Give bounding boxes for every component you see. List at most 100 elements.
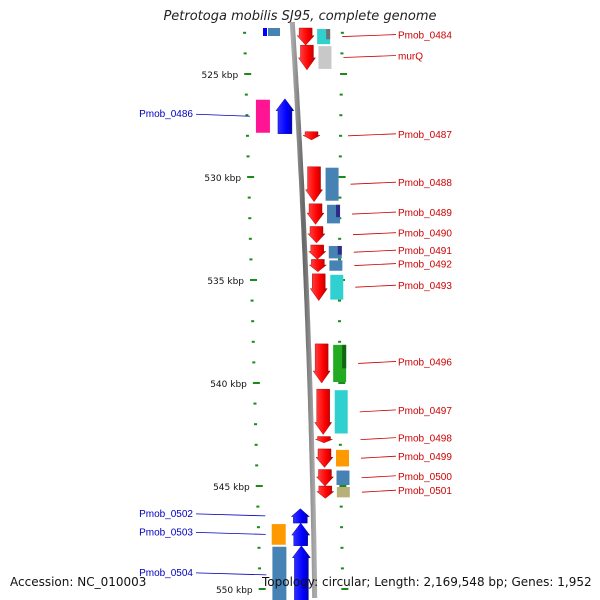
feature-block: [342, 344, 347, 369]
minor-tick: [245, 114, 249, 117]
label-layer: Pmob_0484 murQ Pmob_0487 Pmob_0488 Pmob_0489…: [139, 31, 452, 579]
gene-label-right: Pmob_0488: [398, 178, 452, 189]
feature-block: [337, 245, 342, 255]
leader-line: [195, 113, 250, 117]
minor-tick: [256, 526, 260, 529]
feature-block: [326, 29, 331, 40]
tick-layer: 525 kbp 530 kbp 535 kbp 540 kbp 545 kbp 550 k…: [202, 31, 349, 596]
leader-line: [342, 34, 397, 37]
gene-label-right: murQ: [398, 52, 423, 63]
feature-block: [268, 28, 280, 36]
minor-tick: [257, 546, 261, 549]
minor-tick: [243, 52, 247, 55]
major-tick: [341, 588, 349, 590]
minor-tick: [338, 237, 342, 240]
minor-tick: [340, 546, 344, 549]
minor-tick: [258, 567, 262, 570]
minor-tick: [339, 134, 343, 137]
minor-tick: [339, 93, 343, 96]
tick-label: 525 kbp: [202, 71, 239, 81]
minor-tick: [255, 464, 259, 467]
major-tick: [247, 176, 255, 178]
minor-tick: [247, 196, 251, 199]
gene-arrow: [308, 244, 327, 260]
gene-label-right: Pmob_0492: [398, 260, 452, 271]
leader-line: [360, 455, 397, 459]
gene-arrow: [305, 166, 323, 203]
gene-label-right: Pmob_0498: [398, 434, 452, 445]
leader-line: [195, 572, 267, 576]
tick-label: 545 kbp: [213, 483, 250, 493]
leader-line: [348, 133, 397, 137]
minor-tick: [338, 258, 342, 261]
major-tick: [340, 73, 348, 75]
gene-label-right: Pmob_0484: [398, 31, 452, 42]
leader-line: [361, 489, 397, 493]
gene-arrow: [263, 28, 267, 36]
major-tick: [252, 382, 260, 384]
minor-tick: [338, 443, 342, 446]
gene-arrow: [291, 522, 311, 546]
feature-block: [272, 546, 287, 600]
leader-line: [195, 532, 266, 535]
major-tick: [338, 176, 346, 178]
feature-block: [334, 390, 348, 434]
minor-tick: [254, 423, 258, 426]
gene-arrow: [312, 343, 331, 384]
minor-tick: [250, 299, 254, 302]
gene-label-left: Pmob_0486: [139, 109, 193, 120]
minor-tick: [244, 93, 248, 96]
gene-arrow: [275, 98, 295, 134]
minor-tick: [249, 258, 253, 261]
gene-layer: [263, 27, 335, 600]
minor-tick: [252, 361, 256, 364]
gene-arrow: [315, 448, 334, 468]
minor-tick: [338, 299, 341, 302]
gene-arrow: [315, 436, 333, 443]
minor-tick: [338, 340, 342, 343]
feature-block: [271, 524, 286, 545]
gene-arrow: [308, 259, 327, 273]
gene-label-right: Pmob_0499: [398, 452, 452, 463]
gene-arrow: [316, 469, 334, 487]
leader-line: [360, 437, 397, 441]
minor-tick: [339, 505, 343, 508]
tick-label: 530 kbp: [204, 174, 241, 184]
gene-label-right: Pmob_0497: [398, 406, 452, 417]
leader-line: [195, 513, 266, 517]
minor-tick: [251, 320, 255, 323]
feature-block: [336, 487, 350, 498]
gene-arrow: [298, 44, 316, 71]
leader-line: [361, 475, 397, 479]
tick-label: 540 kbp: [210, 380, 247, 390]
major-tick: [339, 485, 347, 487]
minor-tick: [339, 114, 343, 117]
gene-label-right: Pmob_0487: [398, 130, 452, 141]
minor-tick: [340, 52, 344, 55]
gene-arrow: [291, 545, 311, 600]
minor-tick: [251, 340, 255, 343]
minor-tick: [340, 567, 344, 570]
backbone: [289, 21, 318, 599]
feature-block: [336, 470, 350, 485]
gene-label-right: Pmob_0491: [398, 246, 452, 257]
gene-label-right: Pmob_0501: [398, 486, 452, 497]
minor-tick: [246, 155, 250, 158]
leader-line: [352, 211, 397, 215]
feature-block: [318, 46, 332, 69]
major-tick: [244, 73, 252, 75]
minor-tick: [338, 320, 342, 323]
genome-title: Petrotoga mobilis SJ95, complete genome: [163, 9, 437, 24]
major-tick: [338, 382, 346, 384]
gene-label-right: Pmob_0490: [398, 229, 452, 240]
major-tick: [258, 588, 266, 590]
gene-arrow: [316, 485, 335, 499]
leader-line: [350, 181, 397, 185]
minor-tick: [248, 217, 252, 220]
minor-tick: [245, 134, 249, 137]
minor-tick: [338, 196, 342, 199]
tick-label: 550 kbp: [216, 586, 253, 596]
gene-label-right: Pmob_0496: [398, 357, 452, 368]
leader-line: [353, 249, 397, 253]
